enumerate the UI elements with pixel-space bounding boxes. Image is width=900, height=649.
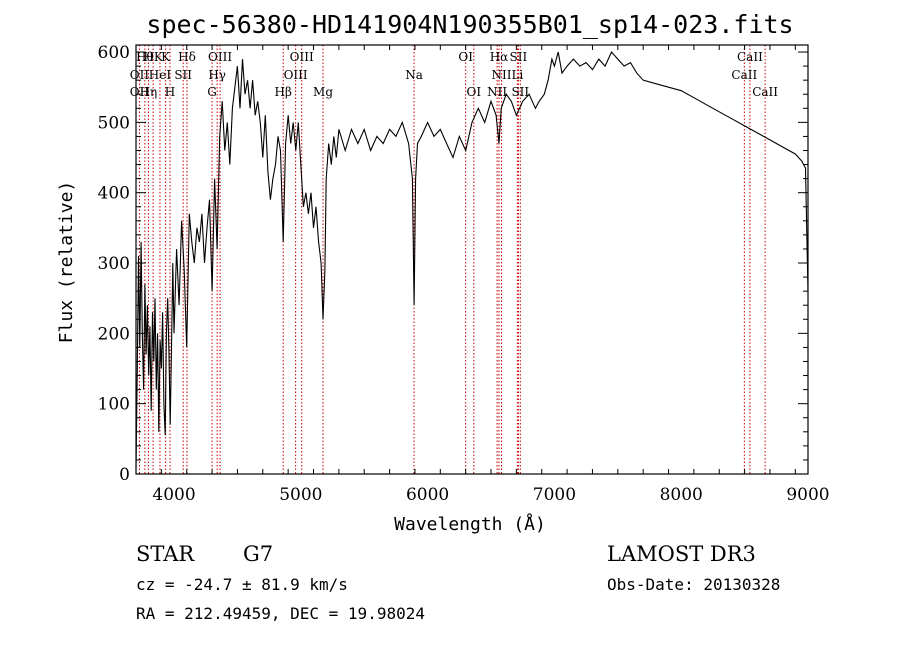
line-marker-label: Hη [140,85,158,99]
line-marker-label: HK [143,50,163,64]
line-marker-label: OII [130,68,150,82]
line-marker-label: OI [458,50,473,64]
line-marker-label: CaII [752,85,778,99]
x-tick-label: 8000 [660,485,703,505]
line-marker-label: SII [174,68,192,82]
y-tick-label: 0 [119,465,130,485]
line-marker-label: SII [510,50,528,64]
line-marker-label: NII [492,68,512,82]
line-marker-label: Hγ [208,68,226,82]
line-marker-label: OIII [284,68,308,82]
x-tick-label: 9000 [786,485,829,505]
chart-title: spec-56380-HD141904N190355B01_sp14-023.f… [146,10,793,39]
x-tick-label: 4000 [152,485,195,505]
y-axis-label: Flux (relative) [56,181,77,344]
line-marker-label: Hθ [136,50,154,64]
x-tick-label: 6000 [406,485,449,505]
spectrum-line [135,51,809,469]
coordinates: RA = 212.49459, DEC = 19.98024 [136,604,425,623]
y-tick-label: 100 [98,395,130,415]
line-marker-label: G [207,85,217,99]
plot-frame [135,44,809,475]
line-marker-label: OII [130,85,150,99]
line-marker-label: OIII [290,50,314,64]
survey-name: LAMOST DR3 [607,542,756,566]
line-marker-label: Hα [490,50,509,64]
line-marker-label: HeI [149,68,172,82]
y-tick-label: 600 [98,43,130,63]
line-marker-label: Li [511,68,523,82]
y-tick-label: 300 [98,254,130,274]
y-axis-ticks: 0 100 200 300 400 500 600 [98,43,808,485]
line-marker-label: CaII [731,68,757,82]
y-tick-label: 400 [98,184,130,204]
line-marker-label: SII [511,85,529,99]
line-marker-label: Na [405,68,423,82]
x-axis-ticks: 4000 5000 6000 7000 8000 9000 [135,45,830,505]
y-tick-label: 500 [98,113,130,133]
line-markers [138,45,766,474]
x-tick-label: 5000 [279,485,322,505]
line-marker-label: NII [487,85,507,99]
object-class: STAR [136,542,195,566]
x-axis-label: Wavelength (Å) [394,513,546,535]
x-tick-label: 7000 [533,485,576,505]
object-subclass: G7 [243,542,273,566]
line-marker-label: K [161,50,171,64]
line-marker-label: Hβ [275,85,292,99]
line-marker-label: OIII [208,50,232,64]
y-tick-label: 200 [98,324,130,344]
line-marker-label: Hδ [178,50,196,64]
line-marker-label: Mg [313,85,333,99]
line-marker-label: OI [466,85,481,99]
line-marker-label: H [165,85,175,99]
redshift-cz: cz = -24.7 ± 81.9 km/s [136,575,348,594]
line-marker-label: CaII [737,50,763,64]
observation-date: Obs-Date: 20130328 [607,575,780,594]
